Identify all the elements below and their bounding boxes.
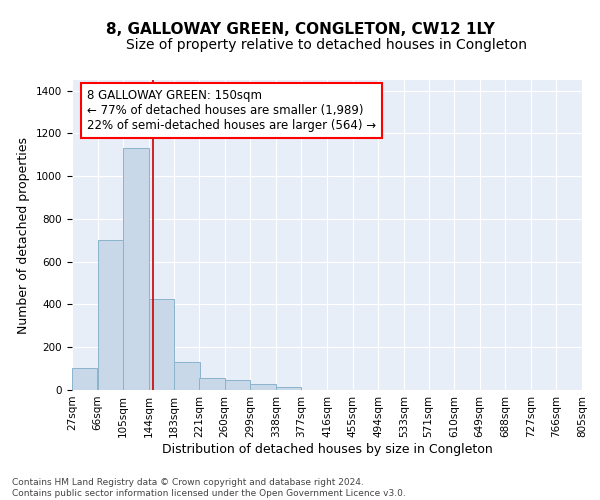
Bar bbox=[175, 362, 200, 390]
Bar bbox=[123, 148, 149, 390]
Bar bbox=[225, 380, 250, 390]
Text: Contains HM Land Registry data © Crown copyright and database right 2024.
Contai: Contains HM Land Registry data © Crown c… bbox=[12, 478, 406, 498]
Bar bbox=[199, 378, 224, 390]
Bar bbox=[72, 368, 97, 390]
Text: 8, GALLOWAY GREEN, CONGLETON, CW12 1LY: 8, GALLOWAY GREEN, CONGLETON, CW12 1LY bbox=[106, 22, 494, 38]
Y-axis label: Number of detached properties: Number of detached properties bbox=[17, 136, 31, 334]
Title: Size of property relative to detached houses in Congleton: Size of property relative to detached ho… bbox=[127, 38, 527, 52]
Text: 8 GALLOWAY GREEN: 150sqm
← 77% of detached houses are smaller (1,989)
22% of sem: 8 GALLOWAY GREEN: 150sqm ← 77% of detach… bbox=[88, 90, 376, 132]
Bar bbox=[98, 240, 123, 390]
Bar bbox=[149, 299, 174, 390]
Bar bbox=[276, 388, 301, 390]
Bar bbox=[250, 384, 276, 390]
X-axis label: Distribution of detached houses by size in Congleton: Distribution of detached houses by size … bbox=[161, 442, 493, 456]
